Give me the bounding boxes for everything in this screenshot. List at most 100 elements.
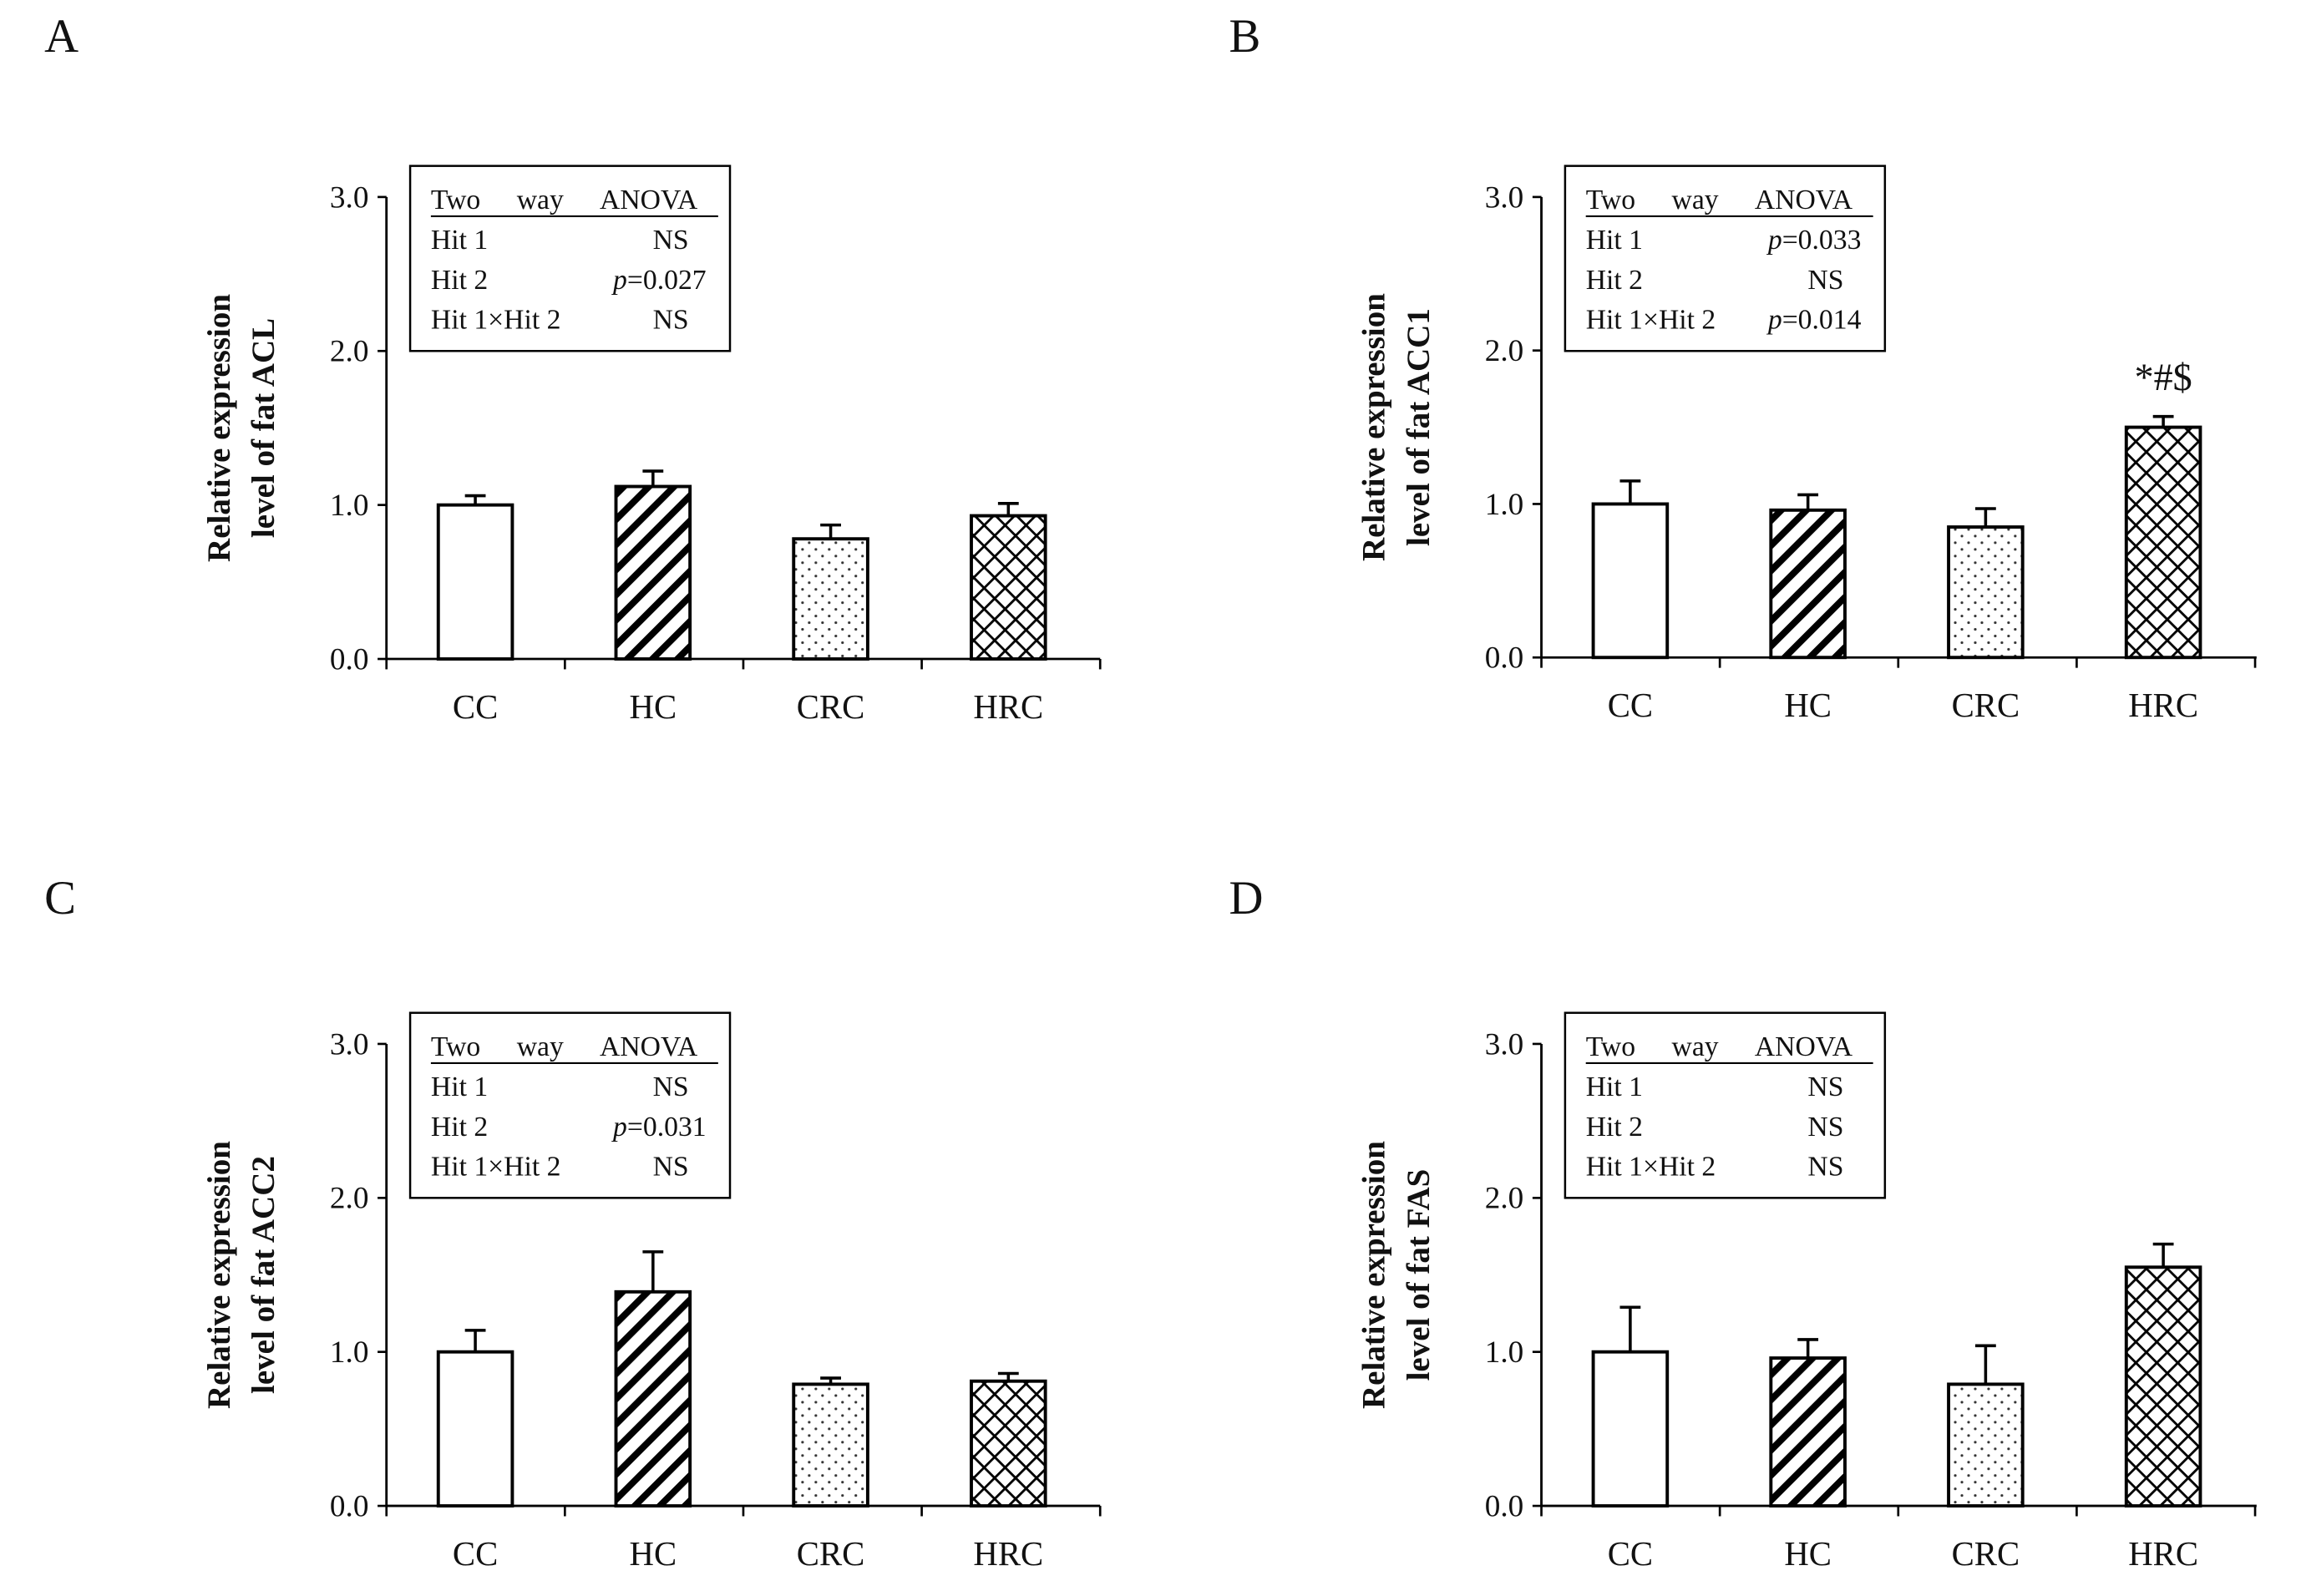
anova-row-label: Hit 2 <box>431 265 488 296</box>
anova-row-value: NS <box>1807 1112 1843 1143</box>
bar-hc <box>1769 1356 1847 1508</box>
y-tick-label: 0.0 <box>330 1489 369 1523</box>
anova-header-word: way <box>517 1031 564 1062</box>
anova-row-value: NS <box>653 225 689 256</box>
y-tick-label: 3.0 <box>330 180 369 215</box>
y-tick-label: 1.0 <box>330 1335 369 1370</box>
anova-row-value: NS <box>1807 1152 1843 1183</box>
x-tick-label: CRC <box>1952 1535 2020 1573</box>
anova-header-word: Two <box>1586 185 1635 215</box>
anova-box-frame <box>1564 165 1887 352</box>
anova-header-word: ANOVA <box>1755 1031 1853 1062</box>
bar-cc <box>1591 1350 1670 1508</box>
bar-crc <box>1947 1382 2025 1508</box>
anova-header-word: Two <box>1586 1031 1635 1062</box>
anova-row-value: NS <box>1807 1072 1843 1102</box>
x-tick-label: CRC <box>797 1535 865 1573</box>
anova-box-frame <box>408 165 732 352</box>
y-tick-label: 1.0 <box>330 489 369 523</box>
y-tick-label: 0.0 <box>330 642 369 676</box>
anova-row-value: p=0.027 <box>611 265 707 296</box>
y-axis-label-line2: level of fat ACC1 <box>1401 308 1437 546</box>
y-axis-label-line2: level of fat ACC2 <box>246 1156 281 1394</box>
anova-row-value: NS <box>653 1072 689 1102</box>
x-tick-label: HRC <box>973 688 1043 726</box>
anova-box: Two way ANOVA Hit 1 NS Hit 2 NS Hit 1×Hit 2 NS <box>1564 1011 1887 1199</box>
panel-letter: C <box>44 872 76 925</box>
anova-row-value: p=0.031 <box>611 1112 707 1143</box>
anova-box: Two way ANOVA Hit 1 NS Hit 2 p=0.031 Hit 1×Hit … <box>408 1011 732 1199</box>
anova-header-word: ANOVA <box>600 1031 698 1062</box>
y-tick-label: 2.0 <box>1485 334 1524 368</box>
bar-cc <box>436 1350 514 1508</box>
anova-row-value: p=0.014 <box>1766 305 1862 336</box>
bar-cc <box>1591 502 1670 660</box>
panel-letter: D <box>1229 872 1263 925</box>
y-axis-label-line1: Relative expression <box>1356 293 1392 561</box>
anova-row-label: Hit 1 <box>431 225 488 256</box>
anova-header-word: way <box>1672 1031 1719 1062</box>
anova-p-symbol: p <box>1766 305 1782 336</box>
x-tick-label: CC <box>453 688 498 726</box>
x-tick-label: HRC <box>2128 1535 2198 1573</box>
significance-marker: *#$ <box>2135 356 2192 398</box>
x-tick-label: HC <box>630 688 677 726</box>
anova-row-label: Hit 1×Hit 2 <box>431 1152 561 1183</box>
anova-row-value: NS <box>1807 265 1843 296</box>
anova-row-label: Hit 2 <box>1586 265 1643 296</box>
anova-row-value: NS <box>653 1152 689 1183</box>
anova-row-label: Hit 1 <box>431 1072 488 1102</box>
panel-letter: B <box>1229 10 1260 63</box>
y-tick-label: 2.0 <box>330 335 369 369</box>
y-tick-label: 2.0 <box>330 1182 369 1216</box>
anova-header-word: Two <box>431 185 480 215</box>
anova-header-word: Two <box>431 1031 480 1062</box>
bar-hrc <box>970 514 1047 661</box>
bar-hc <box>614 1289 692 1508</box>
y-tick-label: 0.0 <box>1485 1489 1524 1523</box>
anova-p-symbol: p <box>611 1112 627 1143</box>
anova-p-value: =0.014 <box>1782 305 1862 336</box>
anova-row-label: Hit 1×Hit 2 <box>1586 305 1716 336</box>
bar-cc <box>436 503 514 661</box>
bar-hrc <box>2124 425 2202 660</box>
anova-row-label: Hit 1 <box>1586 1072 1643 1102</box>
anova-p-symbol: p <box>1766 225 1782 256</box>
bar-crc <box>792 537 869 661</box>
x-tick-label: CC <box>1608 687 1653 724</box>
y-tick-label: 3.0 <box>330 1027 369 1061</box>
bar-crc <box>1947 525 2025 660</box>
anova-row-label: Hit 2 <box>1586 1112 1643 1143</box>
y-axis-label-line1: Relative expression <box>1356 1141 1392 1409</box>
anova-p-symbol: p <box>611 265 627 296</box>
y-axis-label-line1: Relative expression <box>201 294 237 562</box>
y-axis-label-line2: level of fat FAS <box>1401 1169 1437 1381</box>
anova-row-value: p=0.033 <box>1766 225 1862 256</box>
bar-crc <box>792 1382 869 1508</box>
anova-header-word: way <box>517 185 564 215</box>
x-tick-label: CC <box>453 1535 498 1573</box>
y-tick-label: 1.0 <box>1485 1335 1524 1370</box>
anova-header-word: ANOVA <box>1755 185 1853 215</box>
anova-row-label: Hit 1×Hit 2 <box>431 305 561 336</box>
y-tick-label: 3.0 <box>1485 1027 1524 1061</box>
bar-hc <box>1769 508 1847 660</box>
x-tick-label: HC <box>1784 1535 1832 1573</box>
anova-header-word: way <box>1672 185 1719 215</box>
anova-box-frame <box>408 1011 732 1199</box>
y-tick-label: 1.0 <box>1485 488 1524 522</box>
x-tick-label: HRC <box>973 1535 1043 1573</box>
anova-p-value: =0.031 <box>627 1112 707 1143</box>
anova-box: Two way ANOVA Hit 1 NS Hit 2 p=0.027 Hit 1×Hit … <box>408 165 732 352</box>
x-tick-label: HC <box>630 1535 677 1573</box>
chart-panel-d: D 0.0 1.0 2.0 3.0 CC HC CRC HRC Relative expressi… <box>1229 872 2257 1573</box>
y-axis-label-line2: level of fat ACL <box>246 318 281 538</box>
x-tick-label: HC <box>1784 687 1832 724</box>
chart-panel-c: C 0.0 1.0 2.0 3.0 CC HC CRC HRC Relative expressi… <box>44 872 1102 1573</box>
x-tick-label: CRC <box>797 688 865 726</box>
anova-row-label: Hit 2 <box>431 1112 488 1143</box>
panel-letter: A <box>44 10 79 63</box>
anova-box-frame <box>1564 1011 1887 1199</box>
